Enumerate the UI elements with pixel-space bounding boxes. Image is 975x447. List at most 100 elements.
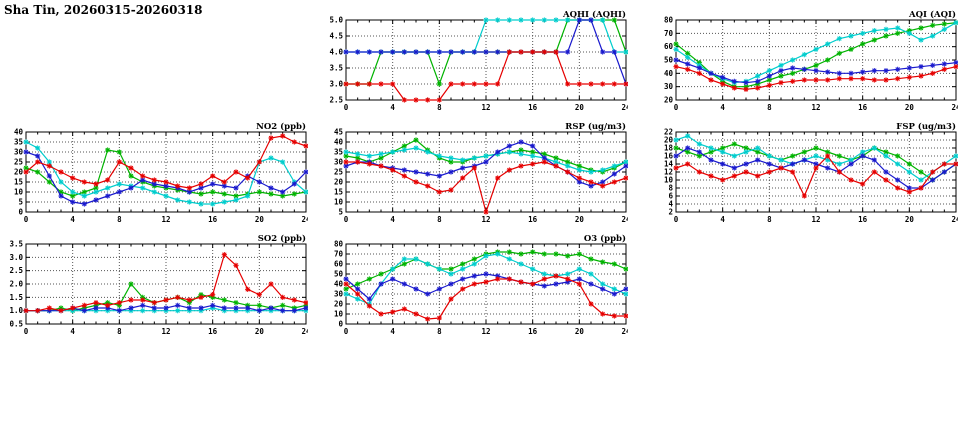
chart-title: SO2 (ppb) xyxy=(258,233,306,244)
x-tick-label: 8 xyxy=(117,215,122,224)
series-markers-green xyxy=(23,147,309,199)
chart-title: AQHI (AQHI) xyxy=(562,9,626,20)
y-tick-label: 70 xyxy=(334,250,344,259)
x-tick-label: 0 xyxy=(24,215,29,224)
series-markers-green xyxy=(673,20,959,90)
y-tick-label: 60 xyxy=(664,42,674,51)
page-title: Sha Tin, 20260315-20260318 xyxy=(4,3,203,17)
series-markers-red xyxy=(673,64,959,92)
y-tick-label: 1.5 xyxy=(9,293,23,302)
x-tick-label: 24 xyxy=(621,327,628,336)
x-tick-label: 20 xyxy=(575,103,585,112)
chart-canvas: 5101520253035404504812162024RSP (ug/m3) xyxy=(334,121,631,224)
y-tick-label: 25 xyxy=(14,158,23,167)
y-tick-label: 20 xyxy=(14,168,24,177)
y-tick-label: 70 xyxy=(664,29,674,38)
y-tick-label: 0.5 xyxy=(9,320,23,329)
y-tick-label: 0 xyxy=(338,320,343,329)
series-markers-cyan xyxy=(673,133,959,183)
y-tick-label: 20 xyxy=(334,300,344,309)
y-tick-label: 10 xyxy=(334,198,344,207)
x-tick-label: 12 xyxy=(161,215,170,224)
chart-canvas: 051015202530354004812162024NO2 (ppb) xyxy=(14,121,311,224)
y-tick-label: 22 xyxy=(664,128,673,137)
x-tick-label: 12 xyxy=(481,215,490,224)
x-tick-label: 24 xyxy=(621,103,628,112)
x-tick-label: 16 xyxy=(858,215,868,224)
chart-title: AQI (AQI) xyxy=(908,9,956,20)
y-tick-label: 15 xyxy=(334,188,343,197)
y-tick-label: 2.0 xyxy=(9,280,23,289)
y-tick-label: 20 xyxy=(664,96,674,105)
chart-title: NO2 (ppb) xyxy=(256,121,306,132)
x-tick-label: 8 xyxy=(117,327,122,336)
x-tick-label: 4 xyxy=(70,215,75,224)
y-tick-label: 10 xyxy=(334,310,344,319)
y-tick-label: 4.5 xyxy=(329,32,343,41)
chart-aqi: 20 30 40 50 60 70 80 0 4 8 12 16 20 24 AQI (AQI) xyxy=(650,8,961,116)
x-tick-label: 4 xyxy=(720,215,725,224)
x-tick-label: 16 xyxy=(528,327,538,336)
chart-no2: 051015202530354004812162024NO2 (ppb) xyxy=(0,120,311,228)
y-tick-label: 40 xyxy=(334,138,344,147)
series-markers-cyan xyxy=(673,20,959,86)
y-tick-label: 5.0 xyxy=(329,16,343,25)
y-tick-label: 80 xyxy=(664,16,674,25)
x-tick-label: 24 xyxy=(951,215,958,224)
series-markers-red xyxy=(23,133,309,191)
y-tick-label: 15 xyxy=(14,178,23,187)
x-tick-label: 16 xyxy=(528,103,538,112)
y-tick-label: 4 xyxy=(668,200,673,209)
series-markers-blue xyxy=(343,139,629,189)
x-tick-label: 8 xyxy=(437,103,442,112)
x-tick-label: 12 xyxy=(481,103,490,112)
y-tick-label: 3.5 xyxy=(329,64,343,73)
x-tick-label: 12 xyxy=(811,103,820,112)
x-tick-label: 24 xyxy=(951,103,958,112)
chart-canvas: 0102030405060708004812162024O3 (ppb) xyxy=(334,233,631,336)
x-tick-label: 20 xyxy=(255,327,265,336)
x-tick-label: 0 xyxy=(344,103,349,112)
y-tick-label: 30 xyxy=(334,158,344,167)
x-tick-label: 0 xyxy=(24,327,29,336)
y-tick-label: 10 xyxy=(14,188,24,197)
y-tick-label: 1.0 xyxy=(9,306,23,315)
x-tick-label: 4 xyxy=(390,215,395,224)
y-tick-label: 30 xyxy=(14,148,24,157)
y-tick-label: 20 xyxy=(664,136,674,145)
x-tick-label: 4 xyxy=(70,327,75,336)
y-tick-label: 12 xyxy=(664,168,673,177)
y-tick-label: 50 xyxy=(664,56,674,65)
x-tick-label: 16 xyxy=(208,327,218,336)
x-tick-label: 20 xyxy=(905,215,915,224)
x-tick-label: 20 xyxy=(905,103,915,112)
y-tick-label: 80 xyxy=(334,240,344,249)
y-tick-label: 60 xyxy=(334,260,344,269)
x-tick-label: 12 xyxy=(481,327,490,336)
y-tick-label: 35 xyxy=(334,148,343,157)
chart-title: O3 (ppb) xyxy=(584,233,626,244)
x-tick-label: 4 xyxy=(720,103,725,112)
y-tick-label: 3.5 xyxy=(9,240,23,249)
x-tick-label: 16 xyxy=(858,103,868,112)
y-tick-label: 6 xyxy=(668,192,673,201)
x-tick-label: 20 xyxy=(575,327,585,336)
x-tick-label: 16 xyxy=(208,215,218,224)
x-tick-label: 4 xyxy=(390,103,395,112)
y-tick-label: 3.0 xyxy=(9,253,23,262)
chart-canvas: 0.5 1.0 1.5 2.0 2.5 3.0 3.5 0 4 8 12 16 20 24 SO2 (ppb… xyxy=(9,233,311,336)
y-tick-label: 10 xyxy=(664,176,674,185)
x-tick-label: 8 xyxy=(437,327,442,336)
y-tick-label: 3.0 xyxy=(329,80,343,89)
x-tick-label: 24 xyxy=(621,215,628,224)
chart-title: FSP (ug/m3) xyxy=(896,121,956,132)
chart-rsp: 5101520253035404504812162024RSP (ug/m3) xyxy=(320,120,631,228)
y-tick-label: 40 xyxy=(14,128,24,137)
series-line-cyan xyxy=(345,253,627,305)
x-tick-label: 4 xyxy=(390,327,395,336)
x-tick-label: 20 xyxy=(575,215,585,224)
y-tick-label: 35 xyxy=(14,138,23,147)
y-tick-label: 5 xyxy=(338,208,343,217)
y-tick-label: 0 xyxy=(18,208,23,217)
y-tick-label: 25 xyxy=(334,168,343,177)
